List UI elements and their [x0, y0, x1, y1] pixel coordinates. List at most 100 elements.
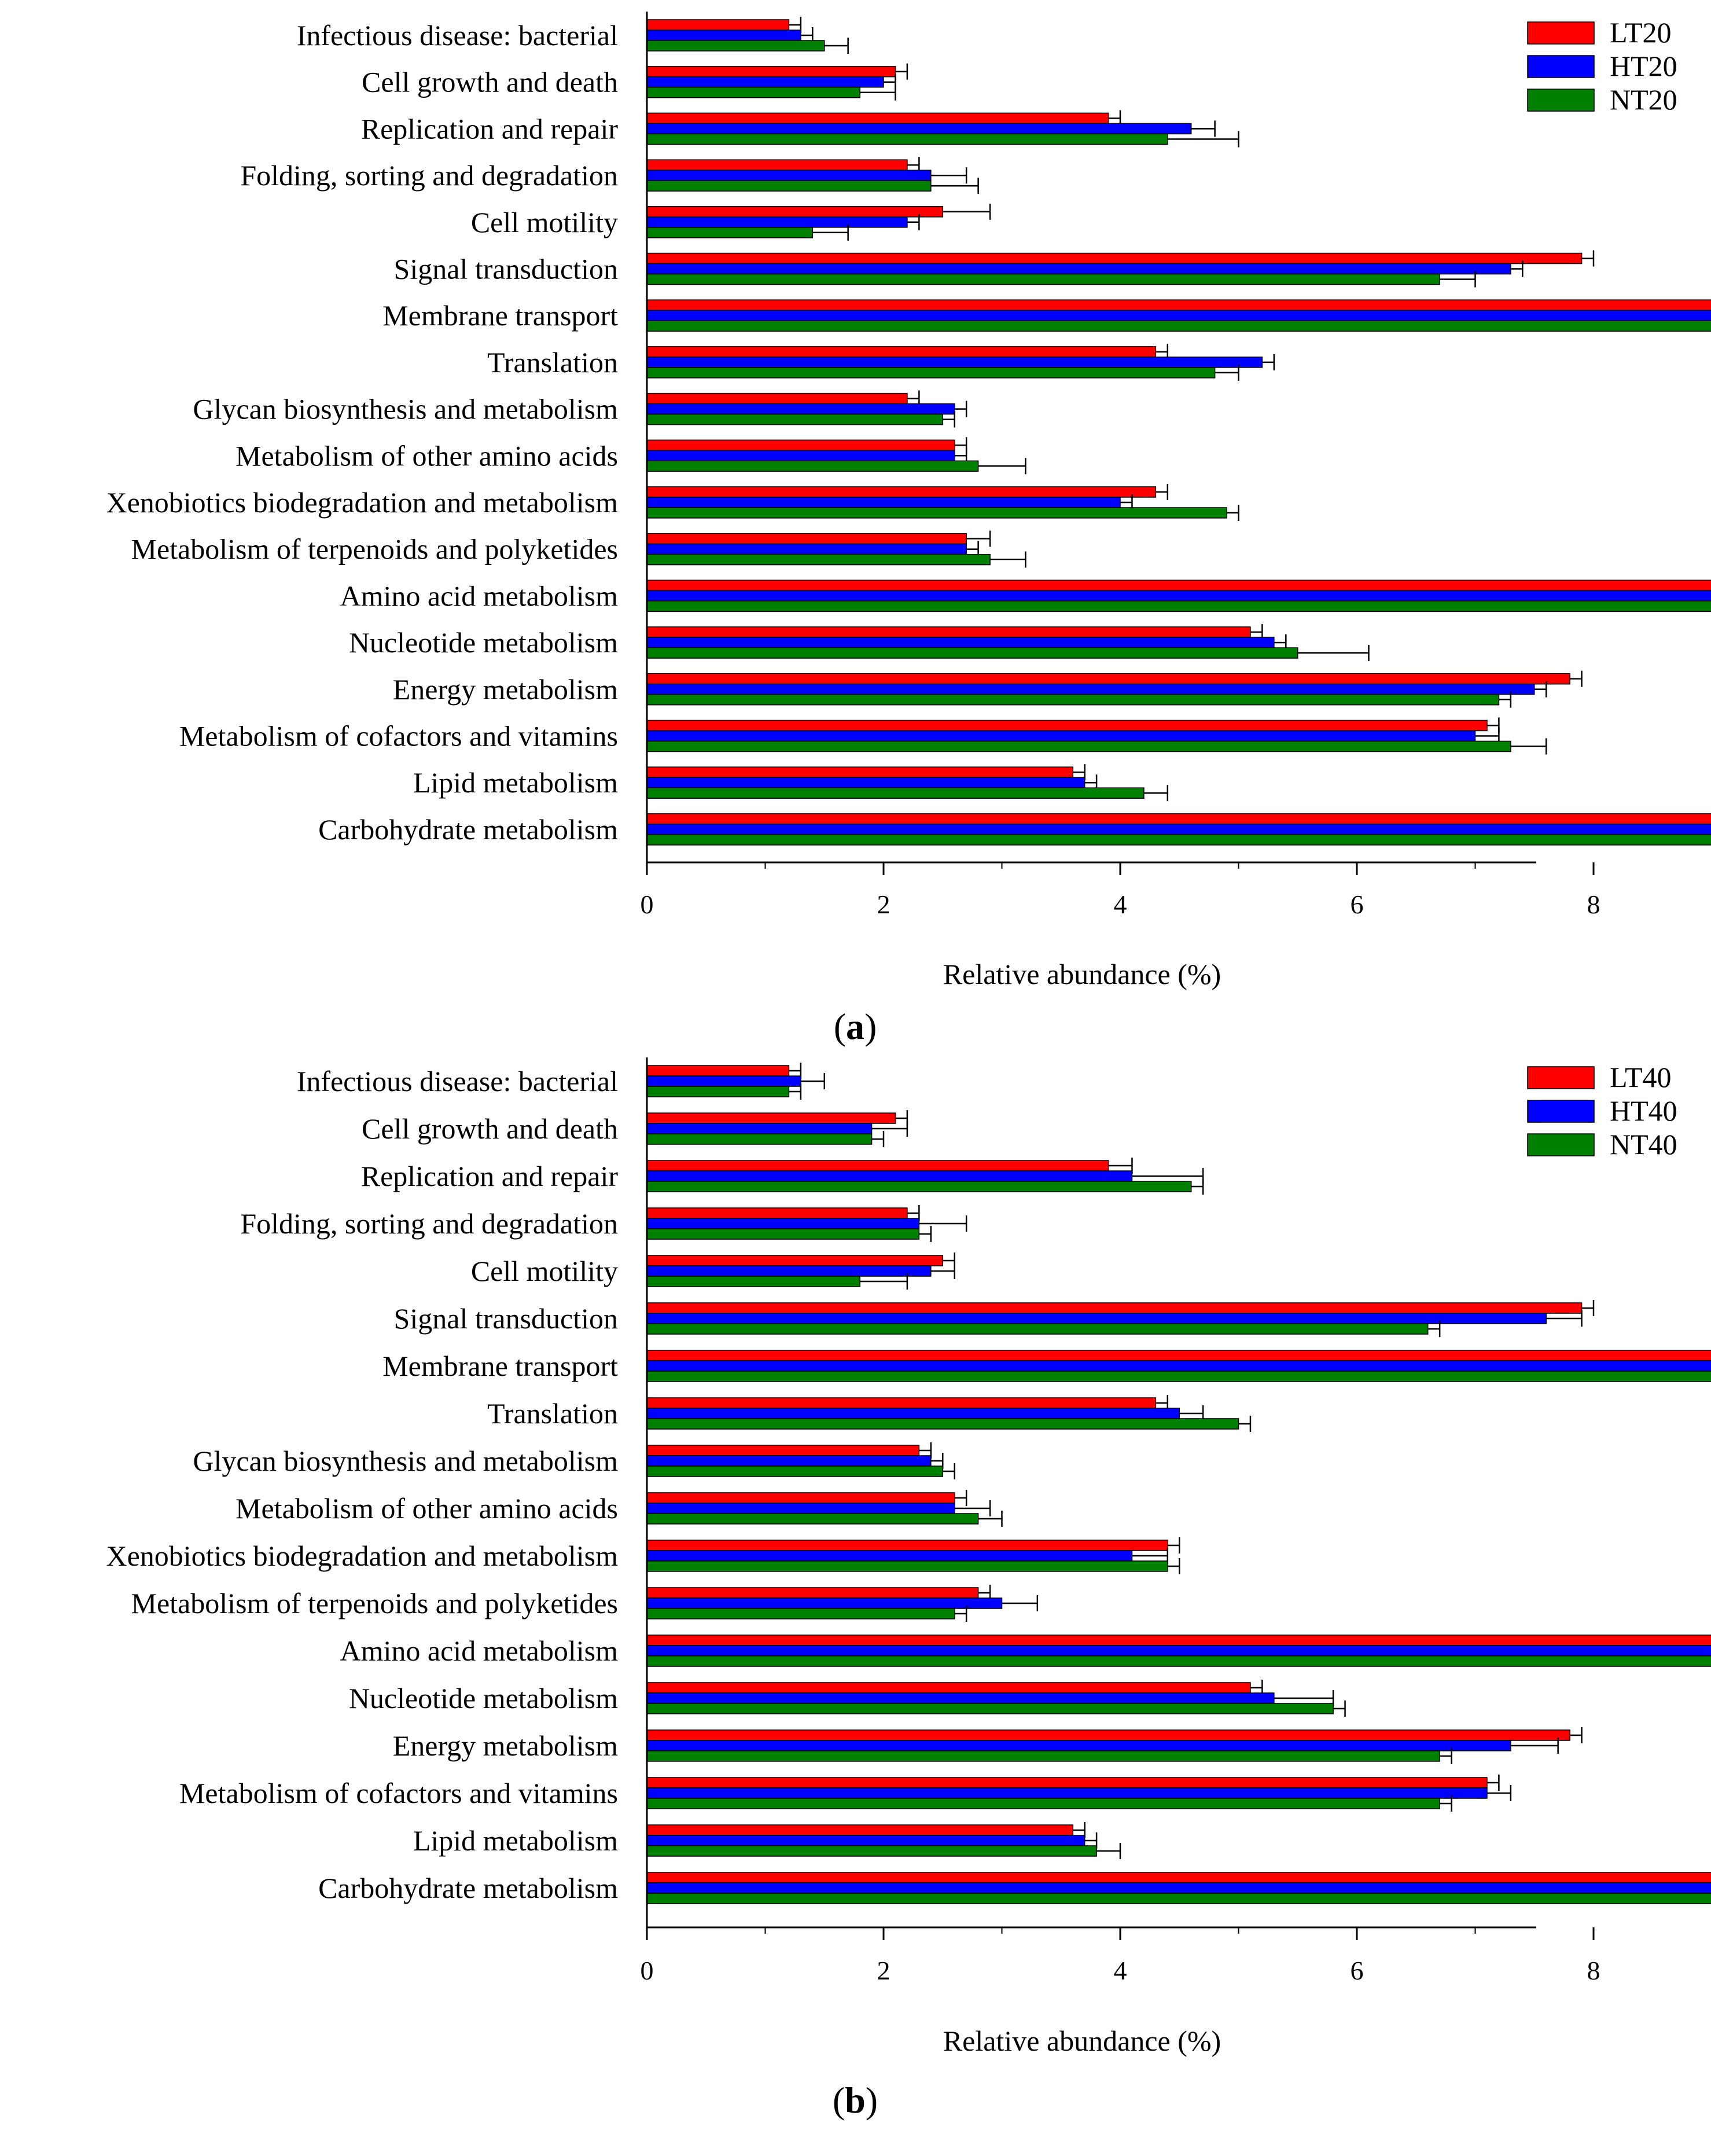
bar-nt20: [646, 367, 1216, 379]
category-label: Infectious disease: bacterial: [297, 19, 618, 52]
bar-nt40: [646, 1703, 1334, 1714]
bar-lt20: [646, 486, 1157, 498]
bar-ht20: [646, 357, 1263, 368]
bar-lt20: [646, 112, 1109, 124]
category-label: Signal transduction: [394, 253, 618, 285]
bar-nt40: [646, 1513, 979, 1525]
legend-label-nt40: NT40: [1610, 1128, 1677, 1160]
category-label: Membrane transport: [382, 1350, 618, 1382]
bar-nt40: [646, 1276, 860, 1287]
bar-ht40: [646, 1882, 1711, 1894]
bar-nt20: [646, 647, 1298, 659]
panel-caption-a: (a): [834, 1006, 877, 1047]
panel-letter: b: [845, 2080, 866, 2121]
bar-lt20: [646, 299, 1711, 311]
category-label: Lipid metabolism: [413, 1824, 618, 1857]
bar-lt40: [646, 1540, 1168, 1551]
x-axis-label: Relative abundance (%): [943, 2025, 1221, 2057]
bar-nt40: [646, 1750, 1440, 1762]
bar-lt20: [646, 439, 955, 451]
category-label: Signal transduction: [394, 1302, 618, 1335]
bar-lt40: [646, 1350, 1711, 1361]
bar-ht20: [646, 730, 1476, 742]
category-label: Cell growth and death: [362, 66, 618, 98]
bar-nt40: [646, 1086, 790, 1097]
x-tick-label: 2: [877, 1956, 891, 1985]
bar-lt20: [646, 626, 1251, 638]
bar-nt40: [646, 1893, 1711, 1904]
category-label: Replication and repair: [361, 1160, 619, 1192]
x-tick-label: 2: [877, 890, 891, 919]
bar-nt20: [646, 180, 932, 192]
category-label: Membrane transport: [382, 299, 618, 332]
bar-ht40: [646, 1123, 873, 1134]
bar-ht40: [646, 1075, 801, 1087]
bar-nt40: [646, 1466, 943, 1477]
bar-ht20: [646, 403, 955, 415]
category-label: Xenobiotics biodegradation and metabolis…: [106, 1540, 618, 1572]
bar-lt40: [646, 1682, 1251, 1694]
bar-ht40: [646, 1170, 1133, 1182]
category-label: Metabolism of cofactors and vitamins: [179, 720, 618, 752]
category-label: Carbohydrate metabolism: [318, 813, 618, 846]
bar-nt40: [646, 1371, 1711, 1382]
bar-nt20: [646, 40, 825, 52]
category-label: Cell growth and death: [362, 1112, 618, 1145]
bar-ht20: [646, 684, 1535, 695]
bar-lt20: [646, 719, 1488, 732]
category-label: Amino acid metabolism: [340, 579, 619, 612]
bar-ht20: [646, 170, 932, 181]
category-label: Cell motility: [471, 206, 618, 238]
bar-nt20: [646, 320, 1711, 332]
bar-nt40: [646, 1560, 1168, 1572]
panel-letter: a: [846, 1006, 864, 1047]
bar-nt40: [646, 1798, 1440, 1809]
bar-lt20: [646, 65, 896, 78]
bar-ht40: [646, 1597, 1003, 1609]
bar-nt20: [646, 694, 1500, 706]
bar-nt40: [646, 1133, 873, 1145]
bar-lt20: [646, 159, 908, 171]
bar-lt40: [646, 1397, 1157, 1409]
legend-swatch-lt40: [1527, 1066, 1595, 1089]
bar-nt20: [646, 133, 1168, 145]
bar-lt20: [646, 532, 967, 545]
bar-ht40: [646, 1455, 932, 1467]
bar-lt40: [646, 1112, 896, 1124]
bar-lt20: [646, 392, 908, 405]
bar-lt40: [646, 1160, 1109, 1171]
legend-swatch-ht20: [1527, 55, 1595, 78]
bar-lt40: [646, 1065, 790, 1077]
category-label: Energy metabolism: [393, 1729, 618, 1762]
bar-lt40: [646, 1207, 908, 1219]
bar-lt20: [646, 766, 1073, 778]
bar-lt40: [646, 1872, 1711, 1883]
category-label: Glycan biosynthesis and metabolism: [193, 1445, 618, 1477]
bar-nt20: [646, 507, 1227, 519]
bar-ht40: [646, 1645, 1711, 1657]
bar-nt20: [646, 413, 943, 425]
bar-ht20: [646, 216, 908, 228]
bar-ht40: [646, 1835, 1086, 1846]
bar-nt40: [646, 1418, 1239, 1430]
category-label: Replication and repair: [361, 112, 619, 145]
bar-ht40: [646, 1550, 1133, 1562]
bar-lt20: [646, 346, 1157, 358]
category-label: Glycan biosynthesis and metabolism: [193, 393, 618, 425]
category-label: Infectious disease: bacterial: [297, 1065, 618, 1097]
bar-lt40: [646, 1777, 1488, 1788]
bar-lt20: [646, 813, 1711, 825]
bar-ht20: [646, 824, 1711, 835]
legend-swatch-lt20: [1527, 21, 1595, 45]
x-axis-label: Relative abundance (%): [943, 958, 1221, 990]
category-label: Translation: [487, 346, 618, 379]
bar-lt20: [646, 206, 943, 218]
chart-panel-b: Infectious disease: bacterial Cell growth…: [106, 1057, 1711, 2121]
legend-label-lt20: LT20: [1610, 16, 1672, 49]
bar-nt20: [646, 460, 979, 472]
bar-ht40: [646, 1360, 1711, 1372]
bar-ht40: [646, 1692, 1275, 1704]
bar-lt40: [646, 1635, 1711, 1646]
x-tick-label: 6: [1351, 1956, 1364, 1985]
